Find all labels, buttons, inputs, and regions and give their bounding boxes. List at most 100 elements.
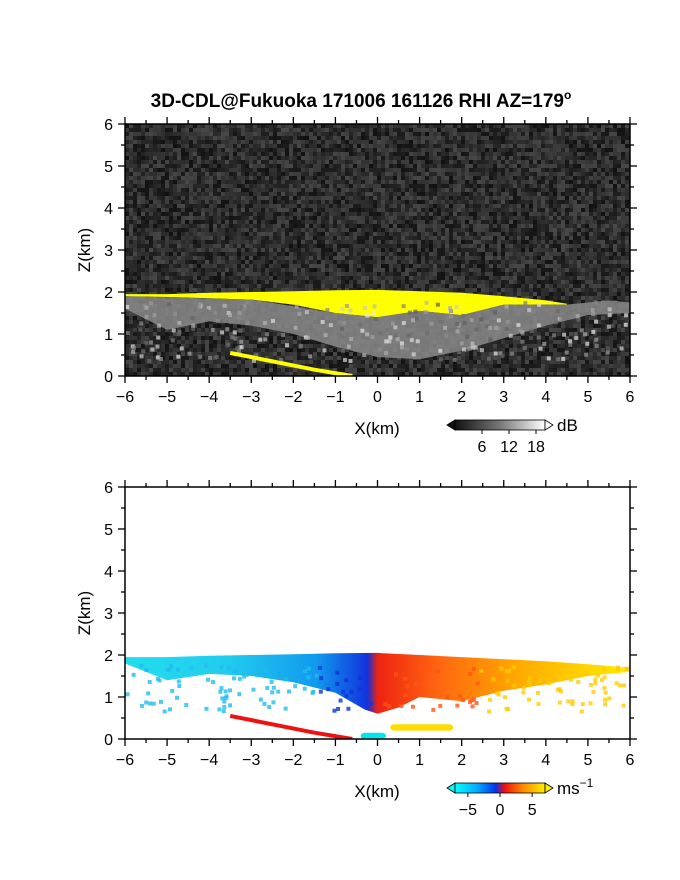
noise-pixel	[225, 208, 229, 212]
noise-pixel	[421, 200, 425, 204]
noise-pixel	[261, 196, 265, 200]
noise-pixel	[497, 268, 501, 272]
noise-pixel	[253, 276, 257, 280]
noise-pixel	[469, 152, 473, 156]
noise-pixel	[293, 268, 297, 272]
noise-pixel	[149, 208, 153, 212]
noise-pixel	[509, 136, 513, 140]
noise-pixel	[221, 264, 225, 268]
noise-pixel	[357, 132, 361, 136]
noise-pixel	[185, 124, 189, 128]
noise-pixel	[261, 168, 265, 172]
noise-pixel	[461, 124, 465, 128]
noise-pixel	[277, 196, 281, 200]
noise-pixel	[465, 244, 469, 248]
noise-pixel	[241, 148, 245, 152]
noise-pixel	[441, 276, 445, 280]
noise-pixel	[157, 216, 161, 220]
noise-pixel	[341, 208, 345, 212]
noise-pixel	[425, 128, 429, 132]
noise-pixel	[149, 136, 153, 140]
noise-pixel	[245, 124, 249, 128]
noise-pixel	[429, 212, 433, 216]
noise-pixel	[477, 132, 481, 136]
noise-pixel	[461, 156, 465, 160]
noise-pixel	[361, 200, 365, 204]
noise-pixel	[605, 228, 609, 232]
noise-pixel	[393, 252, 397, 256]
noise-pixel	[129, 156, 133, 160]
noise-pixel	[137, 252, 141, 256]
noise-pixel	[253, 144, 257, 148]
noise-pixel	[557, 152, 561, 156]
noise-pixel	[549, 136, 553, 140]
noise-pixel	[509, 276, 513, 280]
noise-pixel	[205, 176, 209, 180]
noise-pixel	[393, 276, 397, 280]
noise-pixel	[405, 132, 409, 136]
noise-pixel	[369, 180, 373, 184]
noise-pixel	[269, 184, 273, 188]
noise-pixel	[533, 216, 537, 220]
noise-pixel	[205, 268, 209, 272]
noise-pixel	[401, 236, 405, 240]
noise-pixel	[125, 132, 129, 136]
noise-pixel	[545, 276, 549, 280]
noise-pixel	[169, 280, 173, 284]
noise-pixel	[281, 268, 285, 272]
noise-pixel	[341, 220, 345, 224]
noise-pixel	[285, 128, 289, 132]
noise-pixel	[529, 132, 533, 136]
noise-pixel	[453, 272, 457, 276]
noise-pixel	[557, 172, 561, 176]
noise-pixel	[193, 264, 197, 268]
noise-pixel	[425, 264, 429, 268]
noise-pixel	[573, 256, 577, 260]
noise-pixel	[397, 144, 401, 148]
noise-pixel	[337, 180, 341, 184]
noise-pixel	[265, 216, 269, 220]
noise-pixel	[185, 276, 189, 280]
noise-pixel	[569, 240, 573, 244]
noise-pixel	[457, 188, 461, 192]
noise-pixel	[493, 212, 497, 216]
noise-pixel	[197, 164, 201, 168]
noise-pixel	[237, 224, 241, 228]
noise-pixel	[493, 220, 497, 224]
noise-pixel	[309, 208, 313, 212]
noise-pixel	[325, 148, 329, 152]
noise-pixel	[493, 216, 497, 220]
noise-pixel	[493, 244, 497, 248]
noise-pixel	[577, 172, 581, 176]
noise-pixel	[437, 132, 441, 136]
noise-pixel	[441, 228, 445, 232]
noise-pixel	[325, 200, 329, 204]
noise-pixel	[269, 204, 273, 208]
noise-pixel	[153, 196, 157, 200]
noise-pixel	[617, 256, 621, 260]
noise-pixel	[237, 124, 241, 128]
noise-pixel	[441, 204, 445, 208]
noise-pixel	[573, 196, 577, 200]
noise-pixel	[393, 264, 397, 268]
noise-pixel	[457, 220, 461, 224]
noise-pixel	[605, 188, 609, 192]
noise-pixel	[125, 196, 129, 200]
noise-pixel	[197, 152, 201, 156]
noise-pixel	[217, 172, 221, 176]
noise-pixel	[309, 156, 313, 160]
noise-pixel	[485, 268, 489, 272]
noise-pixel	[161, 244, 165, 248]
noise-pixel	[241, 128, 245, 132]
noise-pixel	[581, 260, 585, 264]
noise-pixel	[581, 216, 585, 220]
noise-pixel	[625, 156, 629, 160]
noise-pixel	[349, 188, 353, 192]
noise-pixel	[449, 128, 453, 132]
noise-pixel	[437, 228, 441, 232]
noise-pixel	[605, 264, 609, 268]
noise-pixel	[429, 240, 433, 244]
noise-pixel	[577, 124, 581, 128]
noise-pixel	[601, 164, 605, 168]
